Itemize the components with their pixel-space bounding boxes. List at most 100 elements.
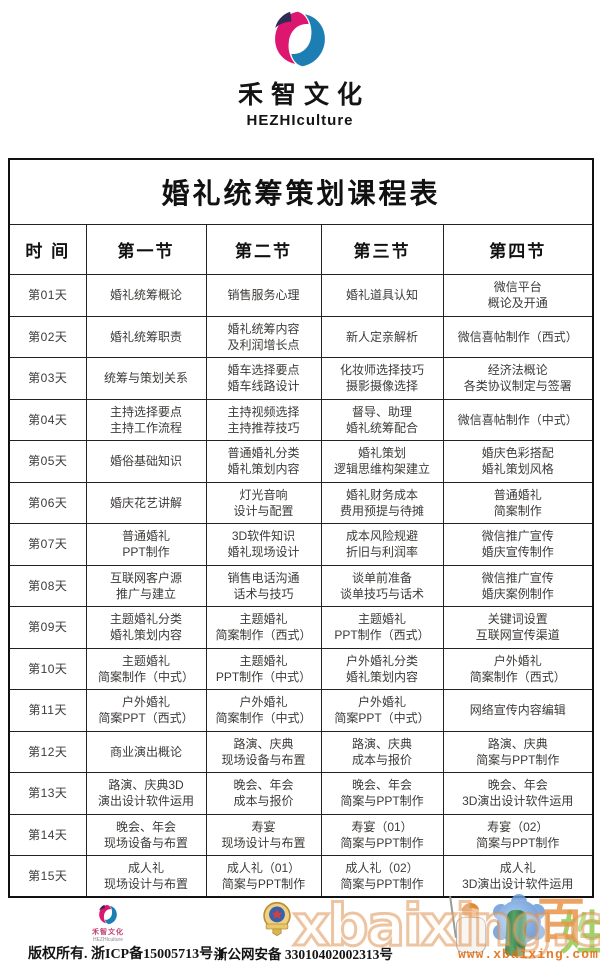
course-cell: 户外婚礼 简案PPT（西式） — [85, 689, 207, 732]
footer-brand-name-en: HEZHIculture — [92, 937, 123, 943]
table-row: 第15天 成人礼 现场设计与布置 成人礼（01） 简案与PPT制作 成人礼（02） 简… — [8, 855, 594, 898]
course-cell: 晚会、年会 3D演出设计软件运用 — [442, 772, 594, 815]
course-cell: 微信喜帖制作（西式） — [442, 315, 594, 358]
day-cell: 第11天 — [8, 689, 87, 732]
course-cell: 销售电话沟通 话术与技巧 — [205, 564, 322, 607]
course-cell: 微信推广宣传 婚庆宣传制作 — [442, 523, 594, 566]
course-cell: 寿宴 现场设计与布置 — [205, 813, 322, 856]
course-cell: 晚会、年会 简案与PPT制作 — [320, 772, 444, 815]
day-cell: 第15天 — [8, 855, 87, 898]
table-title: 婚礼统筹策划课程表 — [8, 158, 594, 225]
course-cell: 婚庆色彩搭配 婚礼策划风格 — [442, 440, 594, 483]
brand-name-cn: 禾智文化 — [237, 81, 370, 109]
footer: 禾智文化 HEZHIculture 版权所有. 浙ICP备15005713号-1… — [0, 895, 600, 972]
course-cell: 灯光音响 设计与配置 — [205, 481, 322, 524]
course-cell: 微信推广宣传 婚庆案例制作 — [442, 564, 594, 607]
course-cell: 成人礼 3D演出设计软件运用 — [442, 855, 594, 898]
course-cell: 婚庆花艺讲解 — [85, 481, 207, 524]
day-cell: 第03天 — [8, 357, 87, 400]
course-cell: 婚礼统筹内容 及利润增长点 — [205, 315, 322, 358]
course-cell: 微信平台 概论及开通 — [442, 274, 594, 317]
course-cell: 晚会、年会 现场设备与布置 — [85, 813, 207, 856]
course-cell: 婚礼统筹职责 — [85, 315, 207, 358]
course-cell: 网络宣传内容编辑 — [442, 689, 594, 732]
course-cell: 督导、助理 婚礼统筹配合 — [320, 398, 444, 441]
brand-header: 禾智文化 HEZHIculture — [0, 6, 600, 129]
course-cell: 互联网客户源 推广与建立 — [85, 564, 207, 607]
brand-logo-icon — [275, 11, 325, 67]
table-row: 第01天 婚礼统筹概论 销售服务心理 婚礼道具认知 微信平台 概论及开通 — [8, 274, 594, 317]
course-cell: 谈单前准备 谈单技巧与话术 — [320, 564, 444, 607]
day-cell: 第13天 — [8, 772, 87, 815]
course-cell: 新人定亲解析 — [320, 315, 444, 358]
course-cell: 主题婚礼 PPT制作（西式） — [320, 606, 444, 649]
course-cell: 寿宴（01） 简案与PPT制作 — [320, 813, 444, 856]
table-row: 第13天 路演、庆典3D 演出设计软件运用 晚会、年会 成本与报价 晚会、年会 简案与… — [8, 772, 594, 815]
copyright-text: 版权所有. 浙ICP备15005713号-1 — [28, 947, 225, 962]
course-cell: 微信喜帖制作（中式） — [442, 398, 594, 441]
course-cell: 关键词设置 互联网宣传渠道 — [442, 606, 594, 649]
table-row: 第02天 婚礼统筹职责 婚礼统筹内容 及利润增长点 新人定亲解析 微信喜帖制作（西式） — [8, 315, 594, 358]
course-cell: 户外婚礼 简案制作（西式） — [442, 647, 594, 690]
day-cell: 第06天 — [8, 481, 87, 524]
course-table-body: 第01天 婚礼统筹概论 销售服务心理 婚礼道具认知 微信平台 概论及开通 第02天 婚礼统筹… — [8, 274, 594, 898]
course-cell: 主题婚礼分类 婚礼策划内容 — [85, 606, 207, 649]
day-cell: 第04天 — [8, 398, 87, 441]
column-header-section-3: 第三节 — [320, 224, 444, 275]
day-cell: 第01天 — [8, 274, 87, 317]
table-row: 第04天 主持选择要点 主持工作流程 主持视频选择 主持推荐技巧 督导、助理 婚礼统筹… — [8, 398, 594, 441]
course-cell: 婚礼道具认知 — [320, 274, 444, 317]
brand-name-en: HEZHIculture — [246, 112, 354, 129]
footer-brand-name-cn: 禾智文化 — [92, 929, 124, 936]
course-cell: 成人礼（01） 简案与PPT制作 — [205, 855, 322, 898]
day-cell: 第09天 — [8, 606, 87, 649]
course-cell: 普通婚礼 PPT制作 — [85, 523, 207, 566]
course-cell: 婚礼统筹概论 — [85, 274, 207, 317]
course-cell: 婚车选择要点 婚车线路设计 — [205, 357, 322, 400]
day-cell: 第02天 — [8, 315, 87, 358]
course-cell: 成本风险规避 折旧与利润率 — [320, 523, 444, 566]
course-cell: 户外婚礼 简案制作（中式） — [205, 689, 322, 732]
course-cell: 寿宴（02） 简案与PPT制作 — [442, 813, 594, 856]
day-cell: 第07天 — [8, 523, 87, 566]
day-cell: 第08天 — [8, 564, 87, 607]
table-row: 第09天 主题婚礼分类 婚礼策划内容 主题婚礼 简案制作（西式） 主题婚礼 PPT制作… — [8, 606, 594, 649]
course-cell: 路演、庆典 成本与报价 — [320, 730, 444, 773]
column-header-section-1: 第一节 — [85, 224, 207, 275]
table-row: 第10天 主题婚礼 简案制作（中式） 主题婚礼 PPT制作（中式） 户外婚礼分类 婚礼… — [8, 647, 594, 690]
footer-brand-logo-icon — [99, 904, 117, 925]
course-cell: 主持视频选择 主持推荐技巧 — [205, 398, 322, 441]
course-cell: 成人礼 现场设计与布置 — [85, 855, 207, 898]
police-badge-icon — [263, 901, 291, 937]
table-row: 第06天 婚庆花艺讲解 灯光音响 设计与配置 婚礼财务成本 费用预提与待摊 普通婚礼 简… — [8, 481, 594, 524]
title-row: 婚礼统筹策划课程表 — [8, 158, 594, 225]
course-cell: 普通婚礼分类 婚礼策划内容 — [205, 440, 322, 483]
table-row: 第14天 晚会、年会 现场设备与布置 寿宴 现场设计与布置 寿宴（01） 简案与PPT… — [8, 813, 594, 856]
table-row: 第03天 统筹与策划关系 婚车选择要点 婚车线路设计 化妆师选择技巧 摄影摄像选择 经济… — [8, 357, 594, 400]
column-header-section-2: 第二节 — [205, 224, 322, 275]
table-row: 第08天 互联网客户源 推广与建立 销售电话沟通 话术与技巧 谈单前准备 谈单技巧与话… — [8, 564, 594, 607]
course-cell: 销售服务心理 — [205, 274, 322, 317]
course-cell: 婚礼策划 逻辑思维构架建立 — [320, 440, 444, 483]
column-header-row: 时 间 第一节 第二节 第三节 第四节 — [8, 224, 594, 275]
course-cell: 主持选择要点 主持工作流程 — [85, 398, 207, 441]
course-cell: 晚会、年会 成本与报价 — [205, 772, 322, 815]
day-cell: 第05天 — [8, 440, 87, 483]
course-cell: 主题婚礼 PPT制作（中式） — [205, 647, 322, 690]
course-cell: 路演、庆典 简案与PPT制作 — [442, 730, 594, 773]
course-cell: 化妆师选择技巧 摄影摄像选择 — [320, 357, 444, 400]
column-header-section-4: 第四节 — [442, 224, 594, 275]
course-cell: 统筹与策划关系 — [85, 357, 207, 400]
table-row: 第07天 普通婚礼 PPT制作 3D软件知识 婚礼现场设计 成本风险规避 折旧与利润率… — [8, 523, 594, 566]
column-header-time: 时 间 — [8, 224, 87, 275]
course-cell: 户外婚礼分类 婚礼策划内容 — [320, 647, 444, 690]
course-cell: 经济法概论 各类协议制定与签署 — [442, 357, 594, 400]
course-cell: 路演、庆典3D 演出设计软件运用 — [85, 772, 207, 815]
course-cell: 普通婚礼 简案制作 — [442, 481, 594, 524]
course-cell: 商业演出概论 — [85, 730, 207, 773]
day-cell: 第12天 — [8, 730, 87, 773]
course-cell: 户外婚礼 简案PPT（中式） — [320, 689, 444, 732]
table-row: 第05天 婚俗基础知识 普通婚礼分类 婚礼策划内容 婚礼策划 逻辑思维构架建立 婚庆色彩… — [8, 440, 594, 483]
course-cell: 主题婚礼 简案制作（西式） — [205, 606, 322, 649]
